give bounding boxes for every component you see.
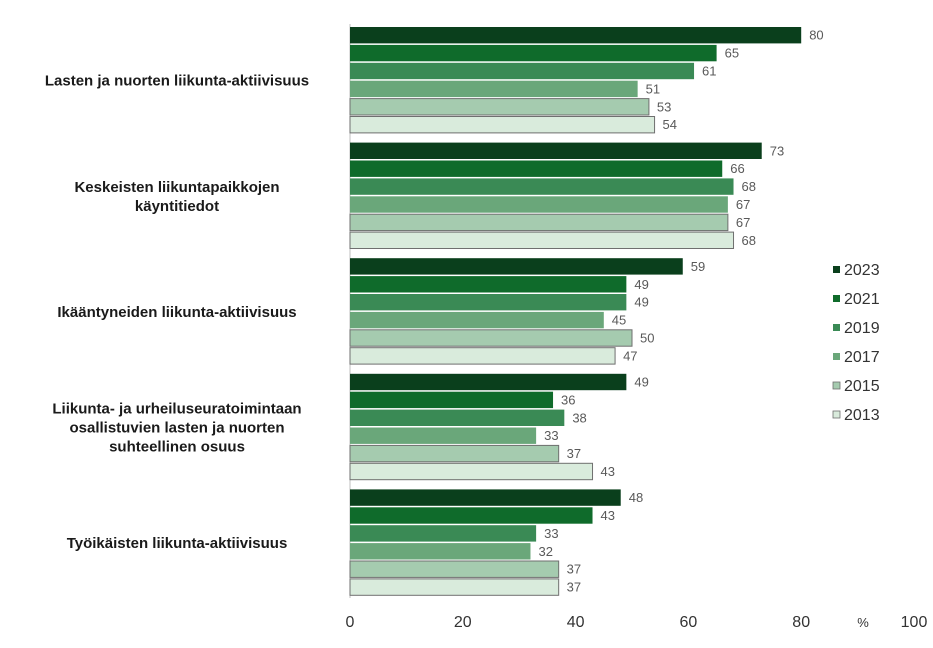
bar-2019-3: [350, 409, 565, 426]
bar-2017-3: [350, 427, 537, 444]
data-label-2021-4: 43: [601, 508, 615, 523]
bar-2015-3: [349, 444, 560, 463]
legend: 2023 2021 2019 2017 2015 2013: [832, 262, 880, 424]
data-label-2013-3: 43: [601, 464, 615, 479]
bar-2017-0: [350, 80, 638, 98]
data-label-2019-1: 68: [742, 179, 756, 194]
data-label-2019-0: 61: [702, 64, 716, 79]
legend-label-2023: 2023: [844, 262, 880, 279]
bar-2015-4: [349, 560, 560, 578]
bar-2019-2: [350, 294, 627, 311]
bar-2017-4: [350, 543, 531, 560]
x-tick-60: 60: [680, 614, 698, 631]
bar-2023-3: [350, 373, 627, 391]
x-tick-20: 20: [454, 614, 472, 631]
bar-2023-2: [350, 258, 683, 275]
bar-2017-2: [350, 311, 604, 329]
x-axis-ticks: 0 20 40 60 80 100: [346, 614, 928, 631]
legend-label-2021: 2021: [844, 291, 880, 308]
x-tick-0: 0: [346, 614, 355, 631]
category-labels: Lasten ja nuorten liikunta-aktiivisuus Ke…: [45, 73, 309, 552]
data-label-2015-2: 50: [640, 331, 654, 346]
x-tick-40: 40: [567, 614, 585, 631]
legend-label-2017: 2017: [844, 349, 880, 366]
bar-2015-1: [349, 213, 729, 232]
x-tick-100: 100: [901, 614, 928, 631]
data-label-2013-1: 68: [742, 233, 756, 248]
data-label-2013-0: 54: [663, 117, 677, 132]
bar-2019-4: [350, 525, 537, 542]
bar-2021-4: [350, 507, 593, 524]
data-label-2023-2: 59: [691, 259, 705, 274]
legend-label-2019: 2019: [844, 320, 880, 337]
data-label-2017-0: 51: [646, 81, 660, 96]
legend-swatch-2015: [832, 381, 841, 390]
legend-label-2013: 2013: [844, 407, 880, 424]
data-label-2021-3: 36: [561, 392, 575, 407]
legend-swatch-2023: [833, 266, 840, 273]
data-label-2017-4: 32: [538, 544, 552, 559]
bar-2021-0: [350, 44, 717, 62]
data-label-2023-0: 80: [809, 28, 823, 43]
data-label-2013-4: 37: [567, 580, 581, 595]
bar-2013-2: [349, 347, 616, 365]
data-label-2023-3: 49: [634, 375, 648, 390]
bar-area: [349, 27, 802, 596]
bar-2019-0: [350, 62, 695, 80]
bar-2019-1: [350, 178, 734, 195]
legend-swatch-2019: [833, 324, 840, 331]
data-label-2017-1: 67: [736, 197, 750, 212]
data-label-2015-0: 53: [657, 99, 671, 114]
data-label-2021-1: 66: [730, 161, 744, 176]
data-label-2021-0: 65: [725, 46, 739, 61]
bar-2013-0: [349, 116, 656, 134]
data-label-2019-4: 33: [544, 526, 558, 541]
data-label-2021-2: 49: [634, 277, 648, 292]
bar-2023-0: [350, 27, 802, 44]
data-label-2013-2: 47: [623, 348, 637, 363]
x-axis-unit: %: [857, 615, 869, 630]
category-label-4: Työikäisten liikunta-aktiivisuus: [67, 535, 288, 552]
data-label-2017-2: 45: [612, 313, 626, 328]
data-label-2017-3: 33: [544, 428, 558, 443]
data-label-2015-4: 37: [567, 562, 581, 577]
bar-2021-2: [350, 276, 627, 293]
legend-swatch-2021: [833, 295, 840, 302]
bar-2017-1: [350, 196, 728, 213]
data-label-2015-3: 37: [567, 446, 581, 461]
data-label-2019-2: 49: [634, 295, 648, 310]
category-label-3: Liikunta- ja urheiluseuratoimintaan osall…: [52, 401, 301, 456]
legend-label-2015: 2015: [844, 378, 880, 395]
category-label-1: Keskeisten liikuntapaikkojen käyntitiedot: [74, 179, 279, 215]
bar-2021-1: [350, 160, 723, 177]
data-label-2023-1: 73: [770, 143, 784, 158]
bar-2023-1: [350, 142, 762, 159]
bar-2013-4: [349, 578, 560, 596]
bar-2015-0: [349, 98, 650, 116]
bar-2023-4: [350, 489, 621, 506]
data-label-2023-4: 48: [629, 490, 643, 505]
bar-2013-1: [349, 231, 735, 250]
bar-2021-3: [350, 391, 554, 409]
category-label-2: Ikääntyneiden liikunta-aktiivisuus: [57, 304, 296, 321]
category-label-0: Lasten ja nuorten liikunta-aktiivisuus: [45, 73, 309, 90]
bar-2015-2: [349, 329, 633, 347]
x-tick-80: 80: [792, 614, 810, 631]
bar-2013-3: [349, 462, 594, 481]
data-label-2015-1: 67: [736, 215, 750, 230]
legend-swatch-2013: [832, 410, 841, 419]
data-label-2019-3: 38: [572, 410, 586, 425]
legend-swatch-2017: [833, 353, 840, 360]
